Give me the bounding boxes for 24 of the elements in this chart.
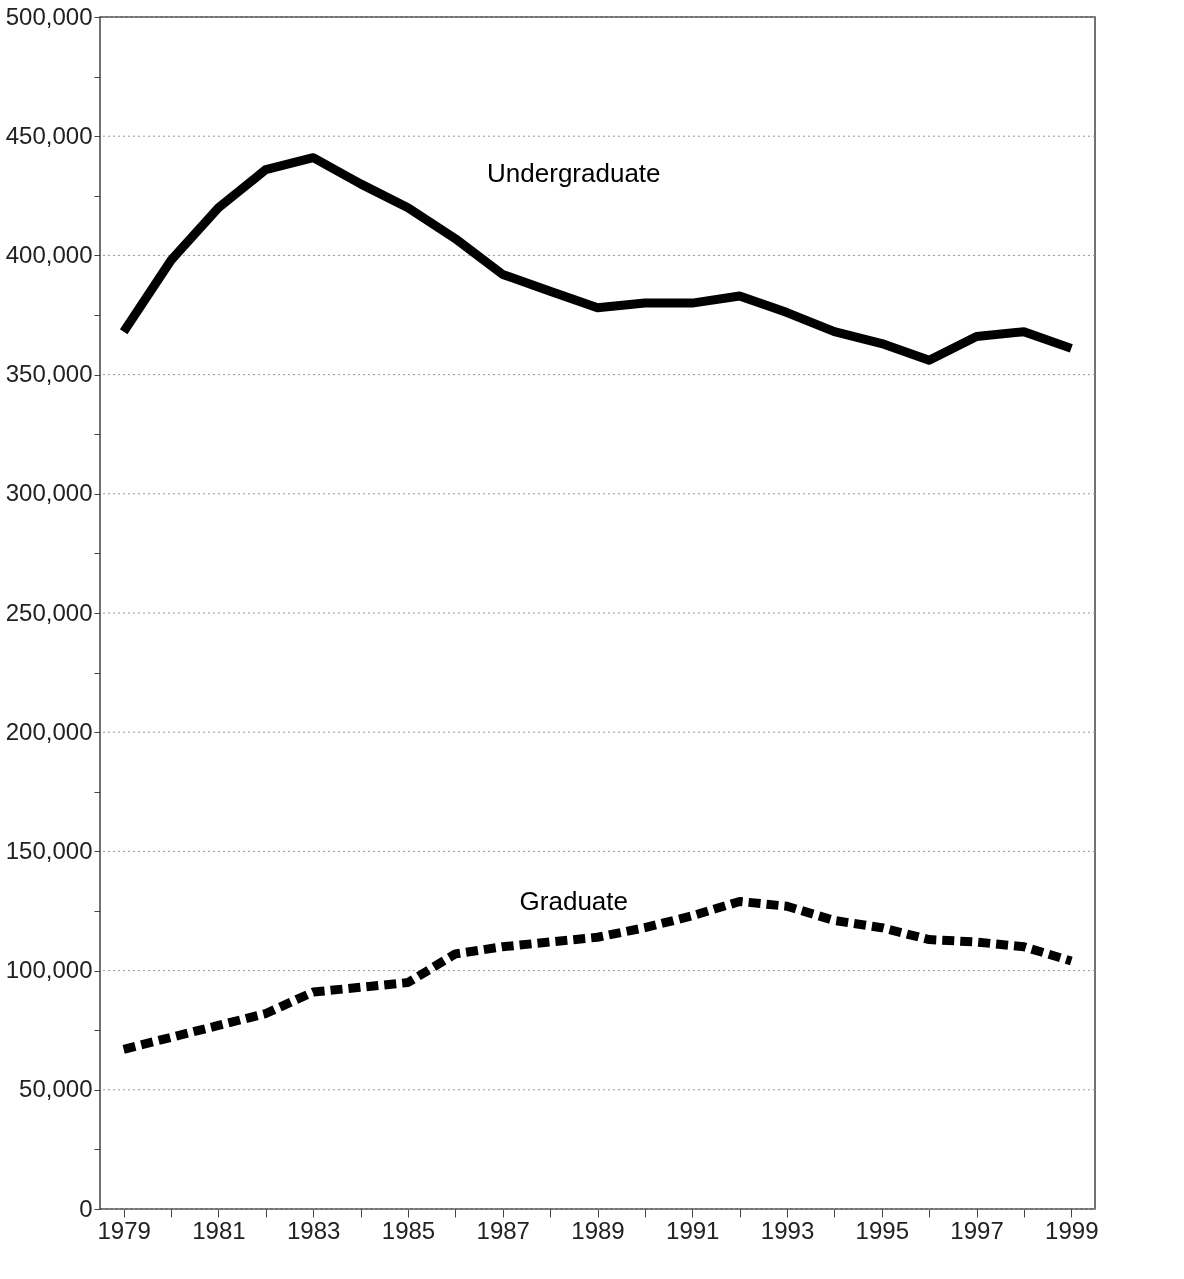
y-tick-label: 400,000 xyxy=(5,240,93,268)
x-tick-label: 1983 xyxy=(287,1216,341,1244)
y-tick-label: 500,000 xyxy=(5,2,93,30)
x-tick-label: 1989 xyxy=(571,1216,625,1244)
y-tick-label: 350,000 xyxy=(5,360,93,388)
y-tick-label: 450,000 xyxy=(5,121,93,149)
x-tick-label: 1999 xyxy=(1045,1216,1099,1244)
x-tick-label: 1985 xyxy=(381,1216,436,1244)
x-tick-label: 1995 xyxy=(855,1216,909,1244)
x-tick-label: 1991 xyxy=(666,1216,720,1244)
x-tick-label: 1981 xyxy=(192,1216,246,1244)
y-tick-label: 150,000 xyxy=(5,836,93,864)
y-tick-label: 300,000 xyxy=(5,479,93,507)
x-tick-label: 1987 xyxy=(476,1216,530,1244)
y-tick-label: 50,000 xyxy=(19,1075,93,1103)
y-tick-label: 0 xyxy=(79,1194,93,1222)
y-tick-label: 250,000 xyxy=(5,598,93,626)
y-tick-label: 100,000 xyxy=(5,956,93,984)
text: Undergraduate xyxy=(487,158,661,189)
series-label: Graduate xyxy=(519,885,629,916)
x-tick-label: 1979 xyxy=(97,1216,151,1244)
x-tick-label: 1993 xyxy=(760,1216,815,1244)
y-tick-label: 200,000 xyxy=(5,717,93,745)
x-tick-label: 1997 xyxy=(950,1216,1004,1244)
